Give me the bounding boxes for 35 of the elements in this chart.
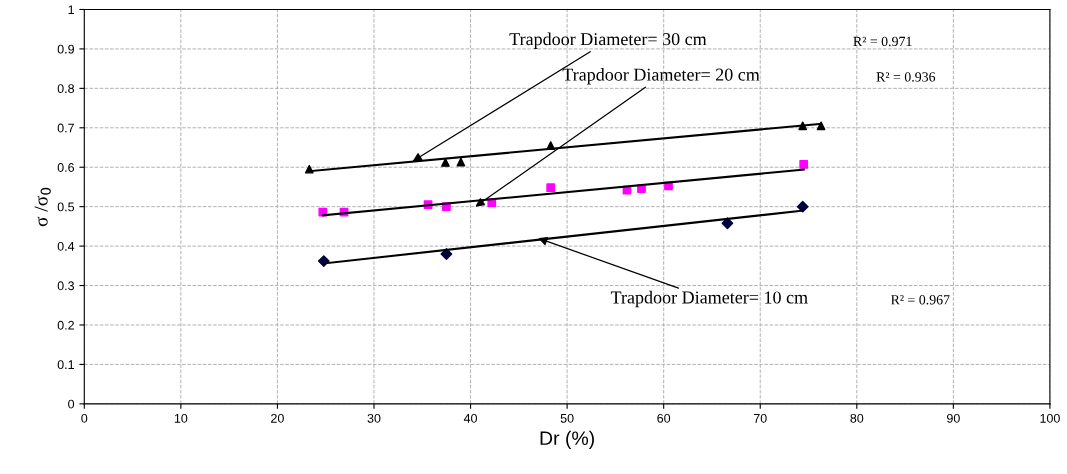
x-tick-label: 20 xyxy=(271,413,284,423)
point xyxy=(546,183,556,193)
point xyxy=(456,157,466,167)
y-tick-label: 0.2 xyxy=(57,320,74,330)
y-tick-label: 0.9 xyxy=(57,44,74,54)
annotation: Trapdoor Diameter= 20 cm xyxy=(562,68,760,85)
point xyxy=(796,200,809,213)
y-axis-title: σ /σ$_{0}$ xyxy=(34,187,51,227)
y-tick-label: 0.8 xyxy=(57,84,75,94)
y-tick-label: 0.7 xyxy=(57,123,74,133)
x-tick-label: 60 xyxy=(657,413,671,423)
y-tick-label: 0 xyxy=(68,399,75,409)
annotation: R² = 0.936 xyxy=(876,72,936,82)
point xyxy=(441,158,450,167)
x-tick-label: 40 xyxy=(463,413,478,423)
y-tick-label: 0.3 xyxy=(57,281,75,291)
x-tick-label: 100 xyxy=(1040,413,1060,423)
annotation: Trapdoor Diameter= 10 cm xyxy=(610,290,808,308)
x-tick-label: 30 xyxy=(367,413,381,423)
y-tick-label: 0.1 xyxy=(57,360,74,370)
y-tick-label: 0.5 xyxy=(57,202,75,212)
point xyxy=(799,160,809,169)
annotation: R² = 0.971 xyxy=(853,36,912,47)
annotation: R² = 0.967 xyxy=(891,295,950,305)
annotation: Trapdoor Diameter= 30 cm xyxy=(509,32,707,49)
y-tick-label: 0.6 xyxy=(57,163,75,172)
x-tick-label: 80 xyxy=(850,413,864,423)
x-tick-label: 90 xyxy=(947,413,960,423)
y-tick-label: 0.4 xyxy=(57,241,75,251)
x-tick-label: 10 xyxy=(174,413,188,423)
x-tick-label: 0 xyxy=(81,413,88,423)
y-tick-label: 1 xyxy=(68,5,74,15)
x-tick-label: 50 xyxy=(560,413,574,423)
x-tick-label: 70 xyxy=(753,413,767,423)
x-axis-title: Dr (%) xyxy=(540,430,594,449)
